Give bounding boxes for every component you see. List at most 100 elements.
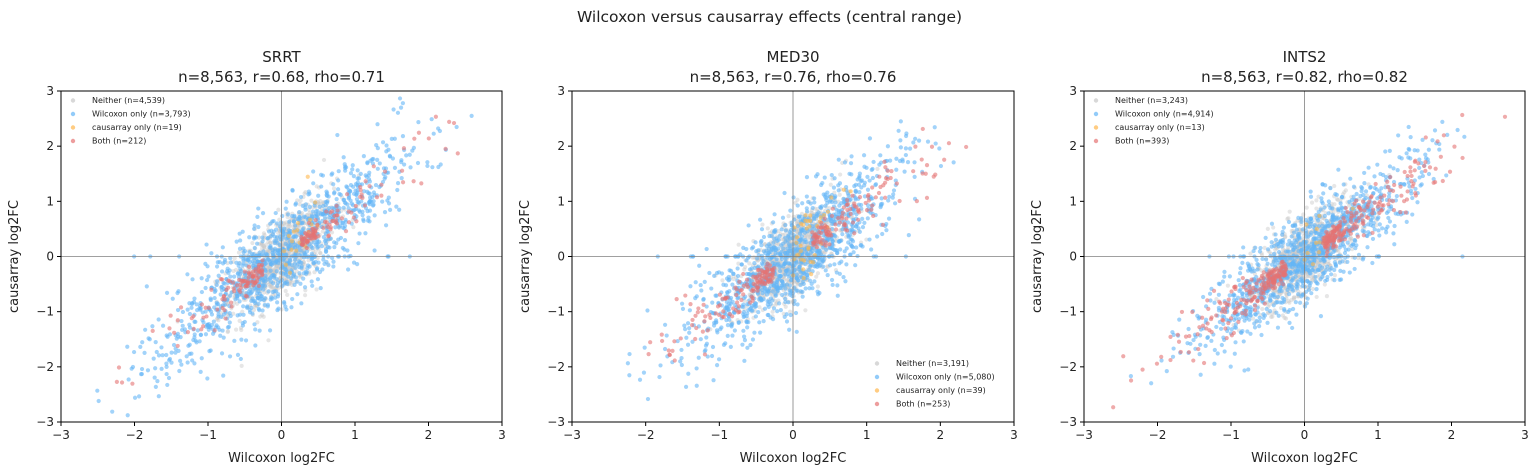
scatter-point: [156, 353, 162, 358]
scatter-point: [164, 352, 169, 358]
scatter-point: [703, 343, 709, 348]
scatter-point: [758, 330, 763, 335]
legend-label-neither: Neither (n=3,191): [896, 359, 969, 368]
scatter-point: [266, 289, 271, 294]
scatter-point: [764, 244, 770, 249]
scatter-point: [247, 291, 252, 296]
scatter-point: [660, 338, 665, 344]
scatter-point: [761, 234, 767, 240]
scatter-point: [280, 213, 285, 219]
x-tick-label: −1: [710, 428, 728, 442]
scatter-point: [273, 210, 278, 216]
scatter-point: [460, 79, 464, 83]
scatter-point: [241, 261, 246, 266]
scatter-point: [386, 201, 392, 206]
scatter-point: [860, 244, 865, 249]
scatter-point: [730, 314, 735, 319]
scatter-point: [672, 358, 677, 363]
scatter-point: [854, 245, 859, 250]
scatter-point: [854, 223, 859, 228]
scatter-point: [912, 174, 917, 179]
scatter-point: [185, 307, 190, 312]
scatter-point: [942, 157, 947, 162]
scatter-point: [317, 269, 323, 275]
scatter-point: [168, 313, 173, 318]
scatter-point: [675, 338, 680, 344]
scatter-point: [294, 279, 299, 284]
scatter-point: [280, 229, 285, 234]
scatter-point: [845, 202, 850, 207]
scatter-point: [707, 270, 712, 276]
scatter-point: [734, 292, 739, 298]
scatter-point: [844, 262, 849, 267]
scatter-point: [226, 285, 231, 290]
scatter-point: [672, 339, 677, 344]
scatter-point: [205, 376, 210, 381]
scatter-point: [150, 328, 155, 333]
scatter-point: [828, 182, 833, 187]
scatter-point: [353, 203, 358, 209]
scatter-point: [189, 305, 194, 310]
scatter-point: [186, 343, 191, 348]
scatter-point: [746, 320, 751, 325]
scatter-point: [289, 305, 294, 310]
scatter-point: [769, 267, 775, 273]
scatter-point: [251, 226, 257, 231]
scatter-point: [709, 353, 715, 359]
scatter-point: [870, 185, 875, 190]
scatter-point: [801, 267, 806, 272]
scatter-point: [391, 107, 396, 112]
scatter-point: [238, 285, 243, 290]
scatter-point: [275, 230, 281, 236]
scatter-point: [846, 240, 851, 245]
scatter-point: [792, 298, 797, 303]
scatter-point: [367, 208, 373, 213]
scatter-point: [816, 260, 821, 266]
scatter-point: [853, 188, 858, 193]
scatter-point: [764, 292, 770, 297]
scatter-point: [332, 245, 337, 250]
scatter-point: [784, 278, 789, 283]
scatter-point: [755, 288, 760, 293]
scatter-point: [250, 273, 255, 278]
scatter-point: [290, 296, 295, 302]
scatter-point: [206, 305, 211, 310]
scatter-point: [431, 131, 436, 136]
scatter-point: [294, 248, 299, 253]
scatter-point: [412, 136, 417, 141]
scatter-point: [425, 163, 430, 169]
scatter-point: [227, 354, 233, 359]
scatter-point: [303, 231, 308, 236]
scatter-point: [338, 192, 343, 197]
scatter-point: [281, 256, 287, 262]
scatter-point: [804, 194, 809, 199]
scatter-point: [723, 296, 728, 301]
scatter-point: [803, 308, 808, 313]
scatter-point: [873, 182, 879, 187]
scatter-point: [283, 262, 289, 267]
scatter-point: [273, 265, 279, 270]
scatter-point: [903, 133, 909, 139]
scatter-point: [1287, 300, 1292, 305]
scatter-point: [852, 208, 857, 213]
scatter-point: [167, 332, 173, 337]
scatter-point: [758, 279, 763, 284]
scatter-point: [844, 216, 849, 221]
y-axis-label: causarray log2FC: [7, 200, 22, 313]
scatter-point: [745, 345, 750, 350]
scatter-point: [721, 282, 726, 287]
scatter-point: [749, 294, 754, 299]
scatter-point: [725, 333, 730, 338]
scatter-point: [397, 207, 402, 212]
scatter-point: [855, 253, 860, 259]
scatter-point: [346, 195, 352, 200]
scatter-point: [302, 285, 308, 290]
legend-label-wilcoxon-only: Wilcoxon only (n=3,793): [92, 110, 191, 119]
scatter-point: [260, 258, 265, 263]
scatter-point: [859, 178, 865, 183]
scatter-point: [282, 226, 287, 231]
scatter-point: [283, 206, 288, 211]
scatter-point: [244, 305, 250, 310]
scatter-point: [678, 359, 683, 364]
scatter-point: [299, 221, 305, 226]
